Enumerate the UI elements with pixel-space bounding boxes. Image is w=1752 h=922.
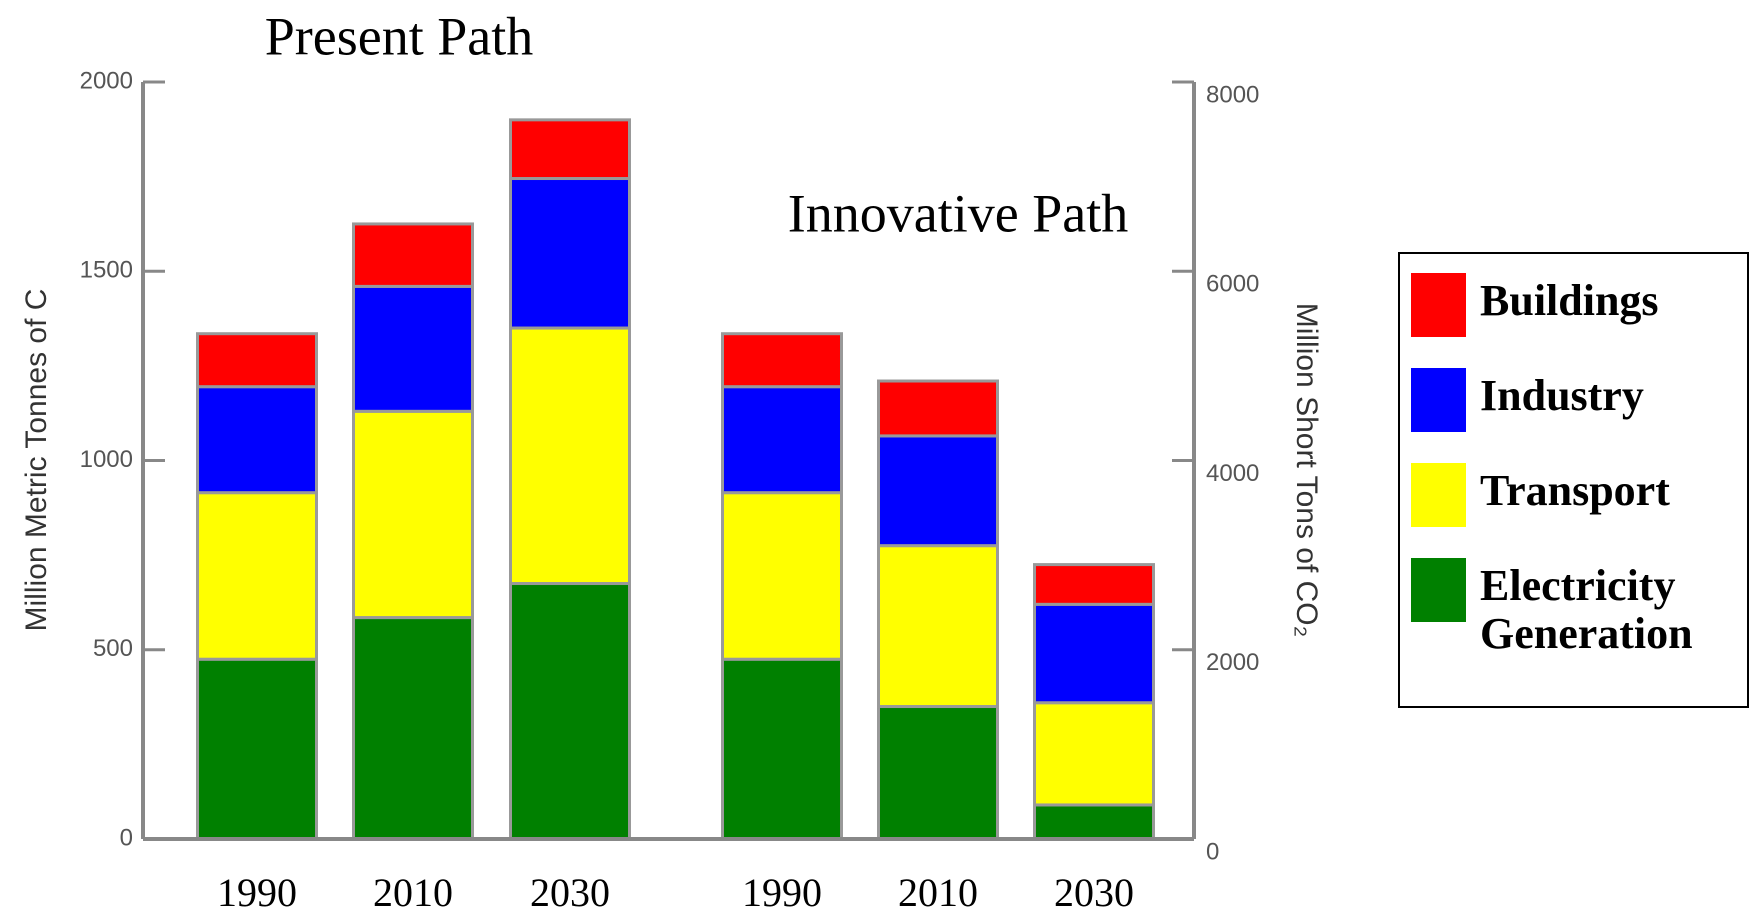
bar-segment bbox=[1033, 602, 1155, 705]
annotation: Present Path bbox=[265, 6, 533, 66]
bar-segment bbox=[721, 332, 843, 389]
bar-segment bbox=[1033, 701, 1155, 807]
legend-box bbox=[1398, 252, 1749, 708]
bar-segment bbox=[509, 326, 631, 586]
legend-label: Buildings bbox=[1480, 276, 1659, 325]
bar-segment bbox=[877, 434, 999, 548]
y2-tick-label: 4000 bbox=[1206, 460, 1259, 487]
x-tick-label: 2010 bbox=[373, 870, 453, 915]
bar-segment bbox=[877, 544, 999, 709]
bar-segment bbox=[352, 284, 474, 413]
legend-label: Industry bbox=[1480, 371, 1644, 420]
bar-segment bbox=[196, 491, 318, 661]
legend-swatch bbox=[1411, 368, 1466, 432]
y-tick-label: 1500 bbox=[80, 257, 133, 284]
bar-segment bbox=[509, 582, 631, 841]
x-tick-label: 1990 bbox=[742, 870, 822, 915]
bar-segment bbox=[721, 657, 843, 841]
bar-segment bbox=[877, 705, 999, 841]
x-tick-label: 2030 bbox=[530, 870, 610, 915]
legend-label: Transport bbox=[1480, 466, 1670, 515]
bar-segment bbox=[721, 385, 843, 495]
bar-segment bbox=[352, 616, 474, 841]
x-tick-label: 2030 bbox=[1054, 870, 1134, 915]
bar-segment bbox=[196, 332, 318, 389]
bar-segment bbox=[1033, 563, 1155, 606]
x-tick-label: 1990 bbox=[217, 870, 297, 915]
bar-segment bbox=[196, 657, 318, 841]
bar-segment bbox=[877, 379, 999, 438]
bar-segment bbox=[509, 118, 631, 181]
y-axis-label: Million Metric Tonnes of C bbox=[20, 289, 53, 632]
y2-tick-label: 8000 bbox=[1206, 81, 1259, 108]
legend-label: Electricity Generation bbox=[1480, 561, 1693, 658]
bar-segment bbox=[1033, 803, 1155, 841]
x-tick-label: 2010 bbox=[898, 870, 978, 915]
y-tick-label: 0 bbox=[120, 824, 133, 851]
y2-tick-label: 6000 bbox=[1206, 271, 1259, 298]
y-tick-label: 1000 bbox=[80, 446, 133, 473]
y-tick-label: 2000 bbox=[80, 67, 133, 94]
legend-swatch bbox=[1411, 558, 1466, 622]
bar-segment bbox=[196, 385, 318, 495]
legend-swatch bbox=[1411, 463, 1466, 527]
bar-segment bbox=[352, 409, 474, 620]
y-tick-label: 500 bbox=[93, 635, 133, 662]
y2-axis-label: Million Short Tons of CO₂ bbox=[1290, 303, 1323, 638]
y2-tick-label: 0 bbox=[1206, 838, 1219, 865]
legend-swatch bbox=[1411, 273, 1466, 337]
bar-segment bbox=[509, 177, 631, 330]
y2-tick-label: 2000 bbox=[1206, 649, 1259, 676]
bar-segment bbox=[721, 491, 843, 661]
bar-segment bbox=[352, 222, 474, 288]
annotation: Innovative Path bbox=[788, 183, 1128, 243]
